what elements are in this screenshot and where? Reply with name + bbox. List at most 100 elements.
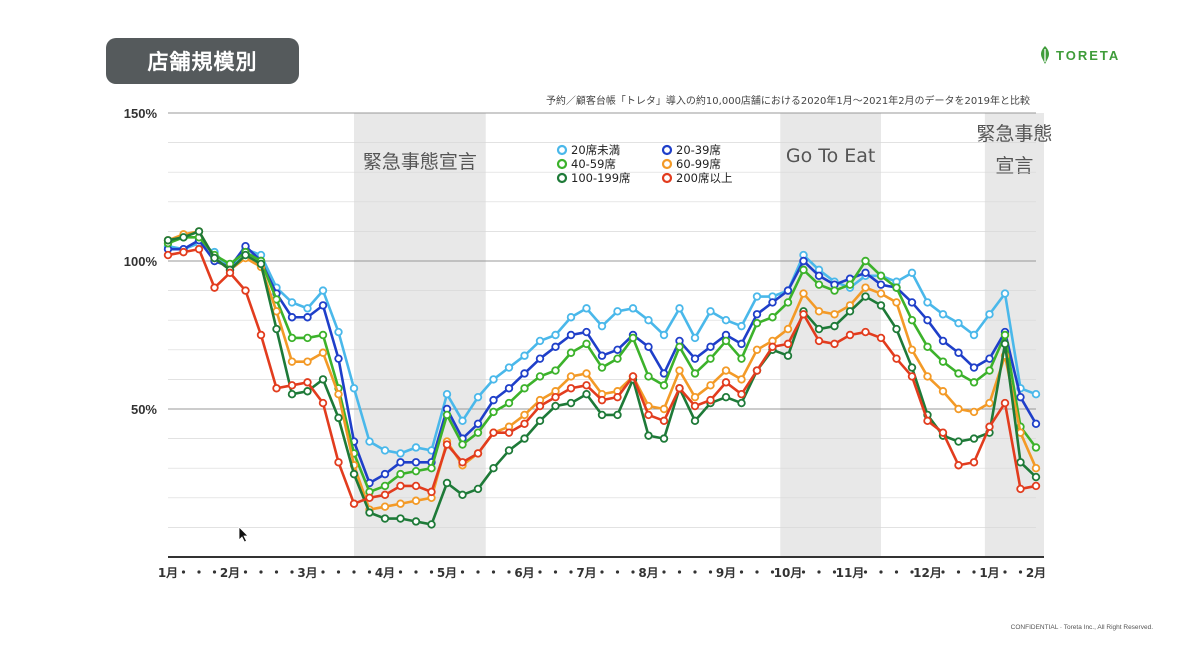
data-point xyxy=(473,392,483,402)
data-point xyxy=(861,256,870,266)
legend-marker xyxy=(661,172,673,184)
x-tick-dot xyxy=(941,570,945,574)
x-tick-dot xyxy=(910,570,914,574)
data-point xyxy=(690,416,700,426)
x-tick-dot xyxy=(367,570,372,574)
x-tick-label: 2月 xyxy=(1026,566,1046,580)
data-point xyxy=(396,449,405,458)
data-point xyxy=(442,440,452,449)
x-tick-dot xyxy=(600,570,604,574)
data-point xyxy=(768,313,777,322)
data-point xyxy=(272,324,281,334)
legend-label: 60-99席 xyxy=(676,157,721,171)
y-tick-label: 100% xyxy=(124,254,158,269)
data-point xyxy=(504,384,514,393)
series-5 xyxy=(163,244,1041,508)
data-point xyxy=(427,487,436,497)
grid-lines xyxy=(168,112,1036,528)
x-tick-dot xyxy=(414,570,418,574)
data-point xyxy=(365,437,374,446)
data-point xyxy=(783,298,793,307)
data-point xyxy=(969,407,979,417)
data-point xyxy=(954,348,963,357)
data-point xyxy=(396,514,405,523)
data-point xyxy=(566,384,576,393)
data-point xyxy=(721,392,731,402)
data-point xyxy=(473,419,483,428)
data-point xyxy=(737,339,746,349)
data-point xyxy=(613,410,622,420)
data-point xyxy=(892,324,901,334)
data-point xyxy=(814,307,824,316)
data-point xyxy=(473,428,483,437)
legend-label: 40-59席 xyxy=(571,157,616,171)
data-point xyxy=(504,398,514,408)
x-tick-dot xyxy=(879,570,883,574)
data-point xyxy=(721,336,731,346)
data-point xyxy=(287,313,297,322)
data-point xyxy=(442,410,452,420)
x-tick-label: 9月 xyxy=(716,566,736,580)
x-tick-dot xyxy=(212,570,217,574)
data-point xyxy=(489,464,498,473)
data-point xyxy=(861,283,870,292)
x-tick-dot xyxy=(538,570,542,574)
data-point xyxy=(458,440,467,449)
data-point xyxy=(318,398,328,408)
data-point xyxy=(690,392,700,402)
data-point xyxy=(954,461,963,470)
data-point xyxy=(938,336,948,346)
data-point xyxy=(876,271,886,280)
data-point xyxy=(690,369,700,378)
data-point xyxy=(582,304,591,313)
band-label: 緊急事態 xyxy=(976,123,1052,145)
data-point xyxy=(318,375,328,384)
legend-label: 100-199席 xyxy=(571,171,631,185)
data-point xyxy=(303,387,312,396)
data-point xyxy=(349,499,359,508)
legend-label: 20席未満 xyxy=(571,143,620,157)
data-point xyxy=(163,236,173,245)
data-point xyxy=(706,342,715,352)
x-tick-label: 1月 xyxy=(158,566,178,580)
data-point xyxy=(737,375,746,384)
data-point xyxy=(473,449,483,458)
data-point xyxy=(566,313,576,322)
series-lines xyxy=(163,227,1041,529)
x-tick-dot xyxy=(243,570,248,574)
data-point xyxy=(256,330,266,340)
data-point xyxy=(845,330,855,340)
data-point xyxy=(892,354,901,363)
x-tick-dot xyxy=(894,570,899,574)
data-point xyxy=(752,310,762,319)
data-point xyxy=(954,404,963,414)
data-point xyxy=(566,398,576,408)
data-point xyxy=(628,304,638,313)
legend-marker xyxy=(556,144,568,156)
data-point xyxy=(442,478,452,488)
data-point xyxy=(659,404,669,414)
data-point xyxy=(535,401,545,411)
data-point xyxy=(318,348,328,357)
data-point xyxy=(287,298,297,307)
data-point xyxy=(706,381,715,390)
data-point xyxy=(241,250,250,260)
data-point xyxy=(411,496,421,505)
x-tick-dot xyxy=(259,570,263,574)
data-point xyxy=(659,434,669,443)
band-label: Go To Eat xyxy=(786,145,876,167)
data-point xyxy=(907,298,917,307)
x-tick-dot xyxy=(972,570,976,574)
data-point xyxy=(489,375,498,384)
data-point xyxy=(334,327,343,337)
data-point xyxy=(520,410,529,420)
x-tick-label: 5月 xyxy=(437,566,457,580)
data-point xyxy=(876,333,886,343)
data-point xyxy=(799,256,808,266)
data-point xyxy=(690,333,700,343)
data-point xyxy=(334,390,343,399)
data-point xyxy=(287,381,297,390)
data-point xyxy=(783,324,793,334)
data-point xyxy=(1031,419,1041,428)
